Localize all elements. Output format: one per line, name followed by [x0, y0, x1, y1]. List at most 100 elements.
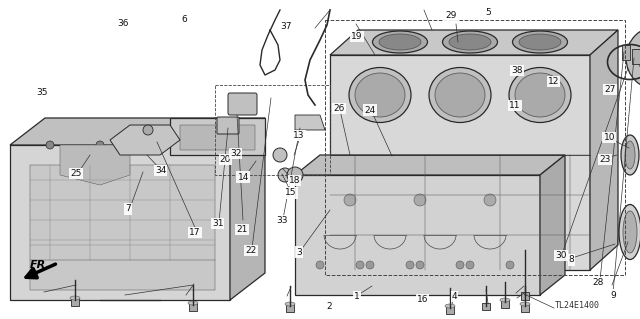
FancyBboxPatch shape — [71, 298, 79, 306]
Circle shape — [146, 141, 154, 149]
Text: 7: 7 — [125, 204, 131, 213]
Ellipse shape — [372, 31, 428, 53]
Text: 11: 11 — [509, 101, 521, 110]
Ellipse shape — [621, 135, 639, 175]
FancyBboxPatch shape — [228, 93, 257, 115]
Polygon shape — [330, 55, 590, 270]
Ellipse shape — [349, 68, 411, 122]
Text: 5: 5 — [485, 8, 490, 17]
FancyBboxPatch shape — [189, 303, 197, 311]
Circle shape — [196, 141, 204, 149]
Text: 34: 34 — [155, 166, 166, 175]
FancyBboxPatch shape — [286, 304, 294, 312]
Polygon shape — [295, 175, 540, 295]
Text: FR.: FR. — [30, 260, 51, 270]
Ellipse shape — [442, 31, 497, 53]
Circle shape — [506, 261, 514, 269]
Text: 8: 8 — [569, 256, 574, 264]
Circle shape — [466, 261, 474, 269]
FancyBboxPatch shape — [521, 304, 529, 312]
Text: 27: 27 — [604, 85, 616, 94]
Circle shape — [287, 167, 303, 183]
Ellipse shape — [445, 304, 455, 308]
Ellipse shape — [379, 34, 421, 50]
Text: 29: 29 — [445, 11, 457, 20]
Text: 14: 14 — [237, 173, 249, 182]
Ellipse shape — [520, 302, 530, 306]
Circle shape — [46, 141, 54, 149]
Text: 22: 22 — [245, 246, 257, 255]
Polygon shape — [30, 165, 215, 290]
Ellipse shape — [515, 73, 565, 117]
Text: 3: 3 — [296, 248, 301, 256]
Circle shape — [456, 261, 464, 269]
Polygon shape — [230, 118, 265, 300]
Ellipse shape — [285, 302, 295, 306]
Circle shape — [626, 26, 640, 90]
Text: 30: 30 — [556, 251, 567, 260]
Circle shape — [278, 168, 292, 182]
Polygon shape — [10, 145, 230, 300]
Text: 15: 15 — [285, 189, 297, 197]
Polygon shape — [330, 30, 618, 55]
Text: 25: 25 — [70, 169, 82, 178]
Text: 9: 9 — [611, 291, 616, 300]
Ellipse shape — [435, 73, 485, 117]
Text: 23: 23 — [599, 155, 611, 164]
Circle shape — [366, 261, 374, 269]
FancyBboxPatch shape — [482, 303, 490, 310]
Polygon shape — [295, 155, 565, 175]
Ellipse shape — [188, 301, 198, 305]
Text: 12: 12 — [548, 77, 559, 86]
Circle shape — [638, 38, 640, 78]
Text: 24: 24 — [364, 106, 376, 115]
Text: 37: 37 — [280, 22, 292, 31]
Ellipse shape — [509, 68, 571, 122]
FancyBboxPatch shape — [521, 292, 529, 300]
Polygon shape — [590, 30, 618, 270]
Circle shape — [344, 194, 356, 206]
Text: 35: 35 — [36, 88, 48, 97]
Polygon shape — [170, 118, 265, 155]
Ellipse shape — [625, 141, 635, 169]
Ellipse shape — [449, 34, 491, 50]
Text: 10: 10 — [604, 133, 615, 142]
Text: 16: 16 — [417, 295, 428, 304]
Ellipse shape — [70, 296, 80, 300]
Circle shape — [143, 125, 153, 135]
Ellipse shape — [500, 298, 510, 302]
Polygon shape — [295, 115, 325, 130]
Polygon shape — [60, 145, 130, 185]
Text: 6: 6 — [182, 15, 187, 24]
Text: 33: 33 — [276, 216, 287, 225]
Circle shape — [406, 261, 414, 269]
Ellipse shape — [519, 34, 561, 50]
Ellipse shape — [513, 31, 568, 53]
Ellipse shape — [619, 204, 640, 259]
Text: 32: 32 — [230, 149, 241, 158]
FancyBboxPatch shape — [446, 306, 454, 314]
Circle shape — [416, 261, 424, 269]
Polygon shape — [10, 118, 265, 145]
Circle shape — [356, 261, 364, 269]
Text: 19: 19 — [351, 32, 363, 41]
Text: 21: 21 — [236, 225, 248, 234]
Text: TL24E1400: TL24E1400 — [555, 300, 600, 309]
Ellipse shape — [429, 68, 491, 122]
Text: 17: 17 — [189, 228, 201, 237]
Text: 4: 4 — [452, 292, 457, 301]
Circle shape — [484, 194, 496, 206]
Polygon shape — [540, 155, 565, 295]
Ellipse shape — [623, 211, 637, 253]
Text: 18: 18 — [289, 176, 300, 185]
Text: 31: 31 — [212, 219, 223, 228]
Ellipse shape — [355, 73, 405, 117]
Polygon shape — [110, 125, 180, 155]
Text: 36: 36 — [118, 19, 129, 28]
FancyBboxPatch shape — [632, 49, 640, 64]
Circle shape — [273, 148, 287, 162]
Text: 13: 13 — [293, 131, 305, 140]
Circle shape — [96, 141, 104, 149]
FancyBboxPatch shape — [501, 300, 509, 308]
Polygon shape — [180, 125, 255, 150]
